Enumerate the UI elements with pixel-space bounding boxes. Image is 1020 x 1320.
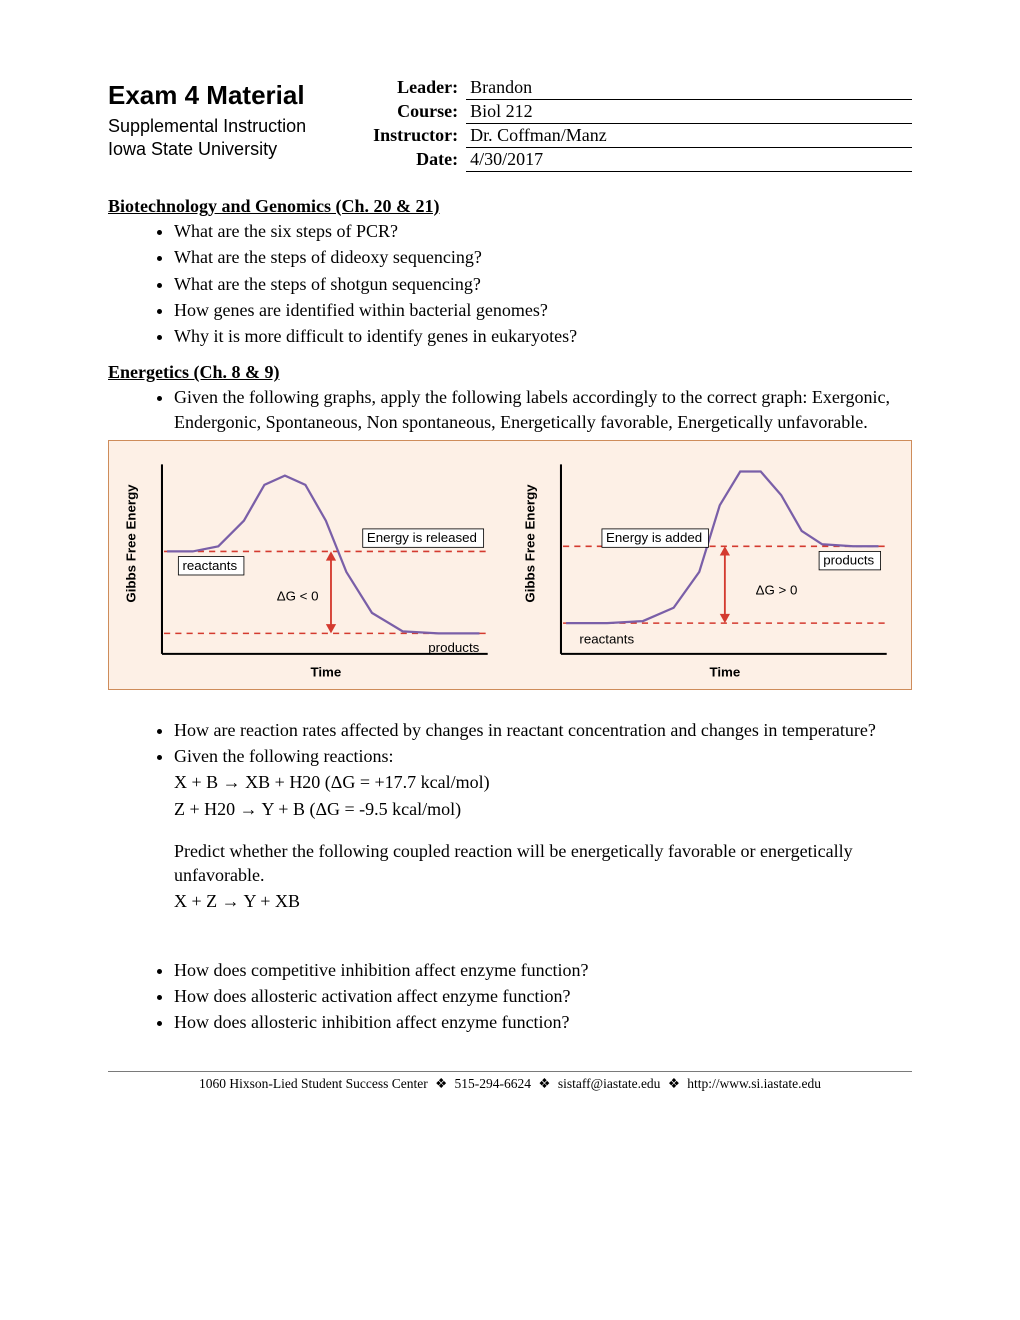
- reaction-3: X + Z → Y + XB: [174, 889, 912, 913]
- reaction-question: Predict whether the following coupled re…: [174, 839, 912, 888]
- delta-g-arrow: [720, 546, 730, 623]
- list-item: How does allosteric activation affect en…: [174, 984, 912, 1008]
- chart-container: Gibbs Free Energy: [108, 440, 912, 690]
- energy-label: Energy is released: [367, 530, 477, 545]
- info-table: Leader: Brandon Course: Biol 212 Instruc…: [346, 76, 912, 172]
- page: Exam 4 Material Supplemental Instruction…: [0, 0, 1020, 1132]
- header: Exam 4 Material Supplemental Instruction…: [108, 80, 912, 172]
- delta-g-arrow: [326, 552, 336, 634]
- list-item: How genes are identified within bacteria…: [174, 298, 912, 322]
- section1-list: What are the six steps of PCR? What are …: [108, 219, 912, 348]
- info-row-date: Date: 4/30/2017: [346, 148, 912, 172]
- list-item: Why it is more difficult to identify gen…: [174, 324, 912, 348]
- chart-endergonic: Gibbs Free Energy Energy is added produc…: [520, 449, 899, 685]
- footer-email: sistaff@iastate.edu: [558, 1076, 661, 1091]
- footer-phone: 515-294-6624: [455, 1076, 532, 1091]
- footer-sep-icon: ❖: [435, 1076, 447, 1091]
- energy-label: Energy is added: [606, 530, 702, 545]
- date-label: Date:: [346, 149, 466, 170]
- products-label: products: [428, 640, 479, 655]
- footer-sep-icon: ❖: [668, 1076, 680, 1091]
- chart-svg-left: Gibbs Free Energy: [121, 449, 500, 685]
- products-label: products: [823, 553, 874, 568]
- reactants-label: reactants: [579, 632, 634, 647]
- list-item: How are reaction rates affected by chang…: [174, 718, 912, 742]
- delta-g-label: ΔG < 0: [277, 589, 319, 604]
- delta-g-label: ΔG > 0: [756, 583, 798, 598]
- list-item: Given the following graphs, apply the fo…: [174, 385, 912, 434]
- date-value: 4/30/2017: [466, 148, 912, 172]
- reaction-2: Z + H20 → Y + B (ΔG = -9.5 kcal/mol): [174, 797, 912, 821]
- footer-rule: [108, 1071, 912, 1072]
- instructor-label: Instructor:: [346, 125, 466, 146]
- course-value: Biol 212: [466, 100, 912, 124]
- y-axis-label: Gibbs Free Energy: [522, 484, 537, 603]
- footer-sep-icon: ❖: [538, 1076, 550, 1091]
- footer-address: 1060 Hixson-Lied Student Success Center: [199, 1076, 428, 1091]
- x-axis-label: Time: [709, 664, 740, 679]
- section2-after-list: How are reaction rates affected by chang…: [108, 718, 912, 914]
- instructor-value: Dr. Coffman/Manz: [466, 124, 912, 148]
- page-title: Exam 4 Material: [108, 80, 306, 111]
- list-item: Given the following reactions: X + B → X…: [174, 744, 912, 914]
- section2-enzyme-list: How does competitive inhibition affect e…: [108, 958, 912, 1035]
- reaction-1: X + B → XB + H20 (ΔG = +17.7 kcal/mol): [174, 770, 912, 794]
- chart-svg-right: Gibbs Free Energy Energy is added produc…: [520, 449, 899, 685]
- list-item: What are the steps of shotgun sequencing…: [174, 272, 912, 296]
- info-row-instructor: Instructor: Dr. Coffman/Manz: [346, 124, 912, 148]
- leader-value: Brandon: [466, 76, 912, 100]
- info-row-leader: Leader: Brandon: [346, 76, 912, 100]
- x-axis-label: Time: [310, 664, 341, 679]
- charts-row: Gibbs Free Energy: [121, 449, 899, 685]
- list-item: How does allosteric inhibition affect en…: [174, 1010, 912, 1034]
- reaction-lead: Given the following reactions:: [174, 746, 393, 766]
- subtitle-line-1: Supplemental Instruction: [108, 115, 306, 138]
- y-axis-label: Gibbs Free Energy: [123, 484, 138, 603]
- title-block: Exam 4 Material Supplemental Instruction…: [108, 80, 306, 162]
- footer: 1060 Hixson-Lied Student Success Center …: [108, 1076, 912, 1092]
- section2-intro-list: Given the following graphs, apply the fo…: [108, 385, 912, 434]
- reactants-label: reactants: [182, 558, 237, 573]
- subtitle-line-2: Iowa State University: [108, 138, 306, 161]
- footer-url: http://www.si.iastate.edu: [687, 1076, 821, 1091]
- section1-heading: Biotechnology and Genomics (Ch. 20 & 21): [108, 196, 912, 217]
- chart-exergonic: Gibbs Free Energy: [121, 449, 500, 685]
- leader-label: Leader:: [346, 77, 466, 98]
- course-label: Course:: [346, 101, 466, 122]
- list-item: How does competitive inhibition affect e…: [174, 958, 912, 982]
- list-item: What are the steps of dideoxy sequencing…: [174, 245, 912, 269]
- energy-curve: [167, 476, 479, 634]
- list-item: What are the six steps of PCR?: [174, 219, 912, 243]
- section2-heading: Energetics (Ch. 8 & 9): [108, 362, 912, 383]
- info-row-course: Course: Biol 212: [346, 100, 912, 124]
